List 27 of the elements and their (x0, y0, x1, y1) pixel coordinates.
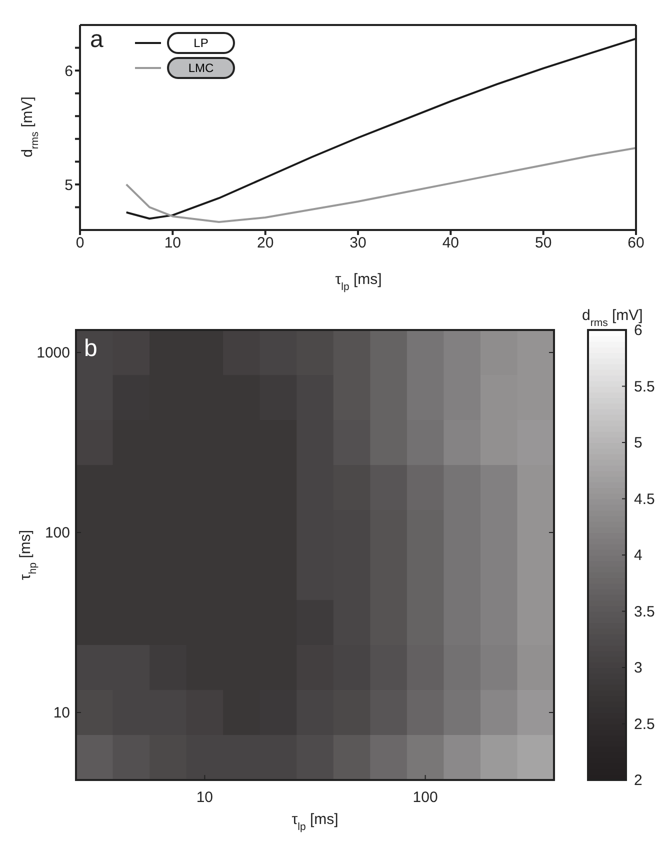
x-tick-label: 40 (442, 234, 460, 252)
chart-title: a (90, 26, 104, 54)
color-bar-label: 3.5 (634, 603, 655, 620)
y-tick-label: 100 (44, 524, 70, 542)
line-series (125, 147, 636, 224)
x-tick-label: 50 (534, 234, 552, 252)
color-bar-label: 3 (634, 660, 642, 676)
x-tick-label: 10 (164, 234, 182, 252)
x-tick-label: 0 (76, 234, 84, 252)
x-axis-title: τ$_{lp}$ [ms] (335, 271, 382, 293)
label-pill: LP (167, 32, 235, 54)
x-tick-label: 60 (628, 234, 644, 252)
chart-title: b (84, 335, 98, 362)
color-bar-label: 2.5 (634, 716, 655, 733)
y-tick-label: 6 (64, 62, 73, 80)
x-tick-label: 30 (350, 234, 366, 252)
color-bar-label: 5.5 (634, 378, 655, 396)
color-bar-label: 4.5 (634, 490, 655, 508)
label-pill: LMC (167, 57, 235, 79)
color-bar-label: 2 (634, 772, 642, 789)
x-axis-title: τ$_{lp}$ [ms] (292, 811, 338, 833)
color-bar-label: 5 (634, 434, 642, 452)
y-tick-label: 5 (64, 176, 73, 194)
y-tick-label: 10 (53, 704, 70, 722)
y-tick-label: 1000 (36, 344, 70, 362)
color-bar-label: 4 (634, 547, 642, 564)
x-tick-label: 20 (256, 234, 274, 252)
